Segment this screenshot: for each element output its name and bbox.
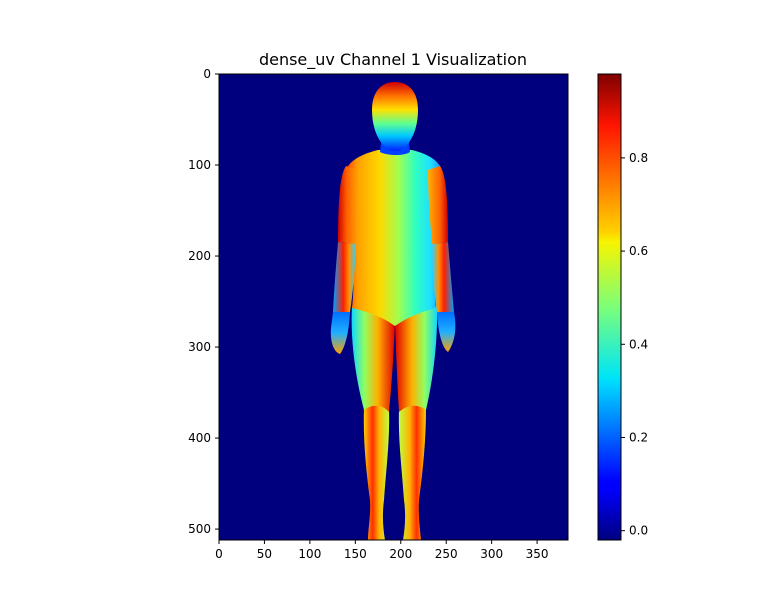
y-tick-label: 0: [203, 67, 211, 81]
right-thigh: [395, 306, 438, 412]
y-axis: 0 100 200 300 400 500: [188, 67, 219, 536]
x-tick-label: 100: [298, 547, 321, 561]
body-silhouette: [330, 82, 456, 540]
right-upper-arm: [428, 166, 448, 244]
left-upper-arm: [338, 166, 360, 244]
plot-frame: [218, 73, 569, 541]
colorbar-tick-label: 0.2: [629, 430, 648, 444]
y-tick-label: 100: [188, 158, 211, 172]
right-lower-leg: [398, 405, 426, 540]
x-tick-label: 300: [480, 547, 503, 561]
x-axis: 0 50 100 150 200 250 300 350: [215, 540, 549, 561]
left-thigh: [351, 306, 395, 412]
right-forearm: [432, 242, 454, 312]
y-tick-label: 500: [188, 522, 211, 536]
y-tick-label: 400: [188, 431, 211, 445]
head: [372, 82, 418, 151]
heatmap-image: [219, 74, 568, 540]
left-hand: [330, 312, 350, 354]
x-tick-label: 150: [344, 547, 367, 561]
x-tick-label: 0: [215, 547, 223, 561]
colorbar-tick-label: 0.4: [629, 337, 648, 351]
colorbar-tick-label: 0.0: [629, 524, 648, 538]
x-tick-label: 200: [389, 547, 412, 561]
x-tick-label: 250: [435, 547, 458, 561]
colorbar-tick-label: 0.8: [629, 151, 648, 165]
left-lower-leg: [363, 405, 390, 540]
x-tick-label: 350: [526, 547, 549, 561]
x-tick-label: 50: [257, 547, 272, 561]
colorbar-axis: 0.0 0.2 0.4 0.6 0.8: [621, 151, 648, 538]
colorbar: [597, 73, 622, 541]
torso: [346, 150, 442, 326]
y-tick-label: 300: [188, 340, 211, 354]
right-hand: [437, 312, 456, 352]
y-tick-label: 200: [188, 249, 211, 263]
left-forearm: [333, 242, 356, 312]
colorbar-tick-label: 0.6: [629, 244, 648, 258]
chart-title: dense_uv Channel 1 Visualization: [259, 50, 527, 70]
